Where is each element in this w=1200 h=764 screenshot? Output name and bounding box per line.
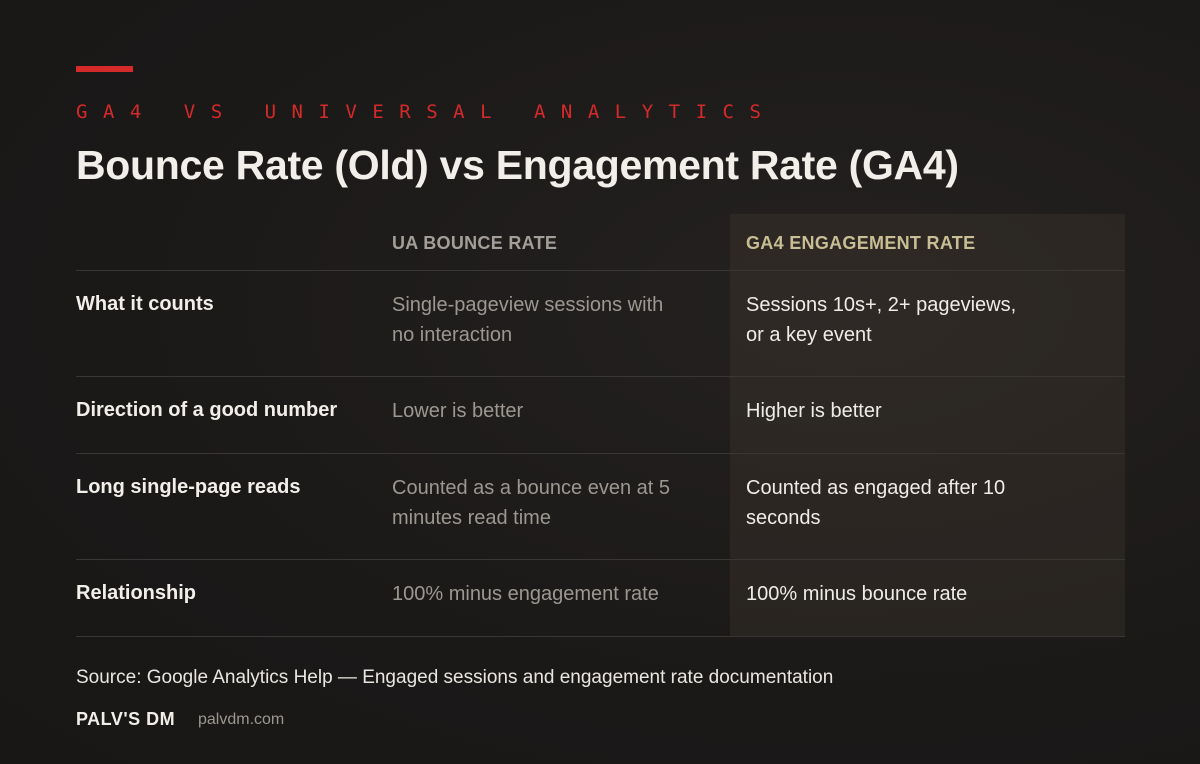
ua-cell: Counted as a bounce even at 5 minutes re… <box>392 473 712 533</box>
ua-cell: 100% minus engagement rate <box>392 579 712 609</box>
ua-cell-line: Single-pageview sessions with <box>392 294 664 316</box>
ua-cell-line: no interaction <box>392 324 513 346</box>
row-label: Long single-page reads <box>76 476 301 498</box>
row-label: Direction of a good number <box>76 399 338 421</box>
ua-cell: Single-pageview sessions with no interac… <box>392 290 712 350</box>
table-header-row: UA BOUNCE RATE GA4 ENGAGEMENT RATE <box>76 214 1125 271</box>
source-note: Source: Google Analytics Help — Engaged … <box>76 667 834 688</box>
header-ua-bounce-rate: UA BOUNCE RATE <box>392 233 558 253</box>
ga4-cell-line: seconds <box>746 507 821 529</box>
ua-cell-line: Lower is better <box>392 400 524 422</box>
row-label: Relationship <box>76 582 197 604</box>
ga4-cell-line: 100% minus bounce rate <box>746 583 968 605</box>
ga4-cell: Higher is better <box>746 396 1076 426</box>
ga4-cell: Sessions 10s+, 2+ pageviews, or a key ev… <box>746 290 1076 350</box>
eyebrow-label: GA4 VS UNIVERSAL ANALYTICS <box>76 101 777 123</box>
table-row: What it counts Single-pageview sessions … <box>76 271 1125 377</box>
table-row: Long single-page reads Counted as a boun… <box>76 454 1125 560</box>
ga4-cell: 100% minus bounce rate <box>746 579 1076 609</box>
comparison-table: UA BOUNCE RATE GA4 ENGAGEMENT RATE What … <box>76 214 1125 637</box>
ua-cell-line: minutes read time <box>392 507 551 529</box>
ga4-cell-line: Counted as engaged after 10 <box>746 477 1006 499</box>
ua-cell: Lower is better <box>392 396 712 426</box>
accent-bar <box>76 66 133 72</box>
ga4-cell-line: Sessions 10s+, 2+ pageviews, <box>746 294 1017 316</box>
ga4-cell: Counted as engaged after 10 seconds <box>746 473 1076 533</box>
header-ga4-engagement-rate: GA4 ENGAGEMENT RATE <box>746 233 976 253</box>
ua-cell-line: Counted as a bounce even at 5 <box>392 477 670 499</box>
ga4-cell-line: or a key event <box>746 324 872 346</box>
ga4-cell-line: Higher is better <box>746 400 882 422</box>
row-label: What it counts <box>76 293 214 315</box>
table-row: Direction of a good number Lower is bett… <box>76 377 1125 454</box>
ua-cell-line: 100% minus engagement rate <box>392 583 659 605</box>
page-title: Bounce Rate (Old) vs Engagement Rate (GA… <box>76 142 959 188</box>
brand-url: palvdm.com <box>198 711 285 728</box>
ga4-column-highlight <box>730 214 1125 637</box>
table-row: Relationship 100% minus engagement rate … <box>76 560 1125 637</box>
brand-name: PALV'S DM <box>76 709 176 729</box>
